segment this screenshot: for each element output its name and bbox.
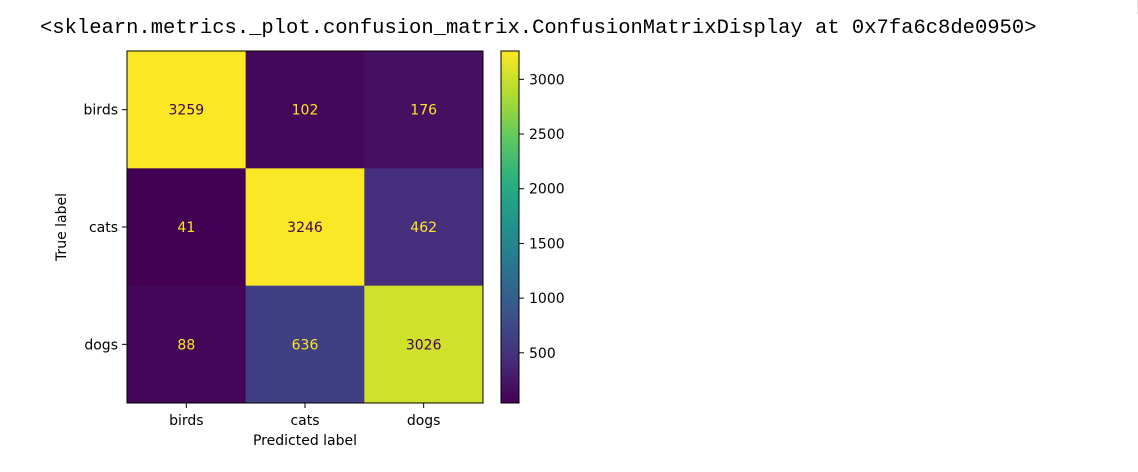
matrix-cell <box>127 51 247 169</box>
matrix-cell <box>127 168 247 287</box>
cell-output-repr: <sklearn.metrics._plot.confusion_matrix.… <box>40 17 1037 40</box>
colorbar-ticks: 500 1000 1500 2000 2500 3000 <box>519 72 565 362</box>
matrix-cells <box>127 51 484 404</box>
colorbar-tick-label: 1000 <box>529 291 565 307</box>
matrix-cell <box>364 285 484 404</box>
cell-value-label: 176 <box>410 103 437 119</box>
colorbar-tick-label: 500 <box>529 346 556 362</box>
cell-value-label: 41 <box>177 220 195 236</box>
colorbar-tick-label: 2500 <box>529 127 565 143</box>
colorbar-gradient <box>500 50 520 404</box>
cell-value-label: 462 <box>410 220 437 236</box>
cell-value-label: 88 <box>177 337 195 353</box>
x-tick-label: birds <box>169 413 203 429</box>
colorbar-tick-label: 3000 <box>529 72 565 88</box>
matrix-cell <box>364 168 484 287</box>
x-axis: birds cats dogs <box>169 403 440 429</box>
matrix-cell <box>127 285 247 404</box>
matrix-cell <box>245 285 365 404</box>
y-axis-label: True label <box>54 193 70 262</box>
cell-value-label: 636 <box>292 337 319 353</box>
y-axis: birds cats dogs <box>84 103 127 353</box>
matrix-cell <box>364 51 484 169</box>
matrix-cell <box>245 168 365 287</box>
matrix-annotations: 3259 102 176 41 3246 462 88 636 3026 <box>169 103 442 354</box>
colorbar-tick-label: 2000 <box>529 182 565 198</box>
x-axis-label: Predicted label <box>253 433 357 449</box>
matrix-cell <box>245 51 365 169</box>
y-tick-label: cats <box>89 220 118 236</box>
cell-value-label: 3259 <box>169 103 205 119</box>
y-tick-label: dogs <box>84 337 118 353</box>
x-tick-label: dogs <box>407 413 441 429</box>
y-tick-label: birds <box>84 103 118 119</box>
cell-value-label: 3026 <box>406 337 442 353</box>
cell-value-label: 102 <box>292 103 319 119</box>
colorbar-tick-label: 1500 <box>529 236 565 252</box>
cell-value-label: 3246 <box>287 220 323 236</box>
x-tick-label: cats <box>290 413 319 429</box>
